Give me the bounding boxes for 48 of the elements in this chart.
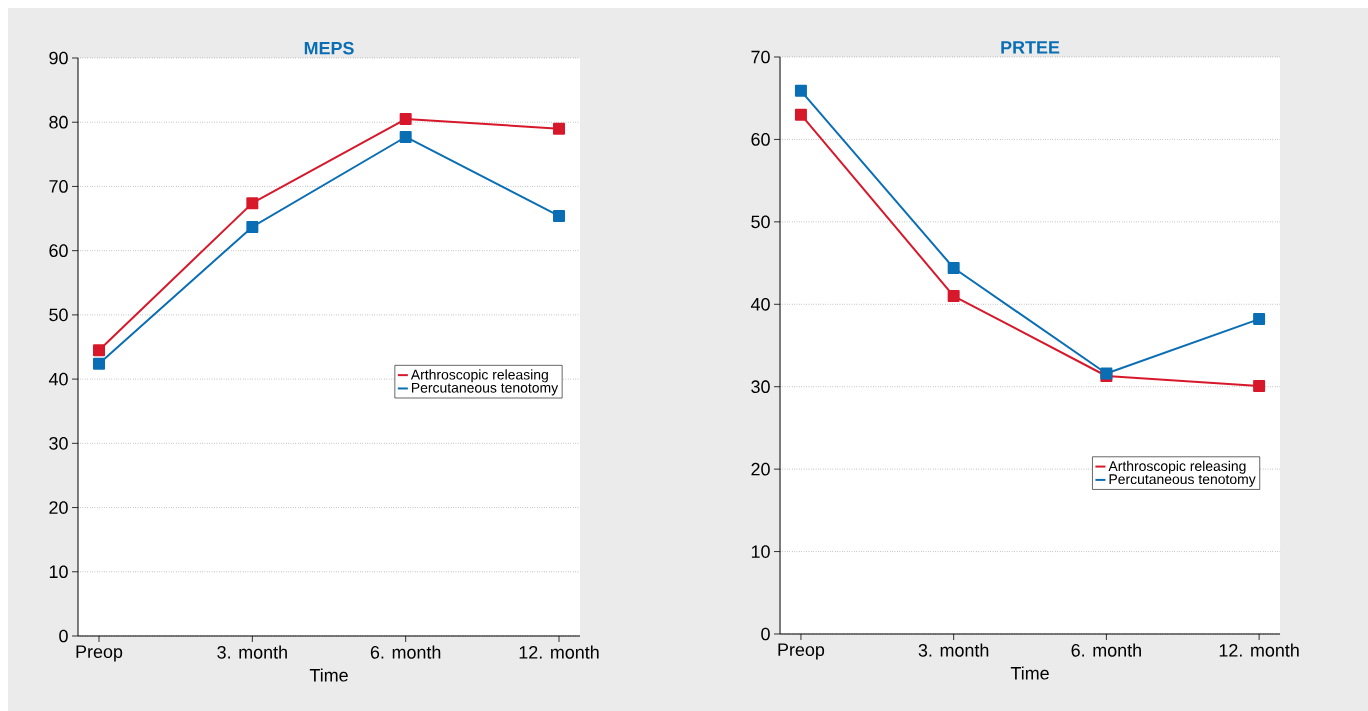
- x-axis-title: Time: [1010, 666, 1049, 680]
- point: [1253, 379, 1266, 392]
- point: [246, 220, 259, 233]
- point: [399, 130, 412, 143]
- x-tick-label: 3. month: [217, 645, 287, 659]
- y-tick-label: 80: [49, 115, 68, 129]
- y-tick-label: 60: [751, 133, 770, 146]
- y-tick-label: 0: [761, 627, 770, 641]
- point: [794, 108, 807, 121]
- point: [93, 344, 106, 357]
- y-tick-label: 20: [49, 501, 68, 514]
- y-tick-label: 90: [49, 51, 68, 65]
- y-tick-label: 70: [751, 50, 770, 64]
- point: [93, 357, 106, 370]
- chart-title: PRTEE: [1001, 41, 1060, 54]
- x-tick-label: 3. month: [918, 643, 989, 657]
- y-tick-label: 0: [59, 629, 68, 643]
- x-tick-label: 12. month: [519, 645, 599, 659]
- x-axis-title: Time: [309, 668, 348, 682]
- y-tick-label: 40: [750, 297, 770, 311]
- legend-label: Percutaneous tenotomy: [411, 382, 559, 396]
- chart-title: MEPS: [304, 41, 354, 55]
- point: [947, 262, 960, 275]
- y-tick-label: 20: [751, 462, 770, 476]
- x-tick-label: 6. month: [1071, 643, 1141, 657]
- y-tick-label: 10: [49, 565, 68, 579]
- y-tick-label: 60: [49, 244, 68, 258]
- point: [553, 209, 566, 222]
- x-tick-label: Preop: [778, 643, 825, 660]
- point: [794, 84, 807, 97]
- point: [1253, 313, 1266, 326]
- x-tick-label: 12. month: [1219, 643, 1299, 657]
- point: [399, 113, 412, 125]
- legend-label: Arthroscopic releasing: [1108, 460, 1246, 474]
- x-tick-label: 6. month: [370, 645, 441, 659]
- legend-label: Percutaneous tenotomy: [1109, 474, 1256, 487]
- y-tick-label: 50: [49, 308, 68, 322]
- legend-label: Arthroscopic releasing: [410, 369, 548, 383]
- y-tick-label: 40: [48, 372, 68, 386]
- x-tick-label: Preop: [76, 645, 123, 662]
- y-tick-label: 10: [751, 545, 770, 558]
- y-tick-label: 30: [751, 380, 770, 394]
- point: [553, 122, 566, 135]
- point: [246, 197, 259, 210]
- y-tick-label: 50: [751, 215, 770, 229]
- y-tick-label: 30: [49, 436, 68, 450]
- point: [947, 290, 960, 303]
- y-tick-label: 70: [49, 180, 68, 193]
